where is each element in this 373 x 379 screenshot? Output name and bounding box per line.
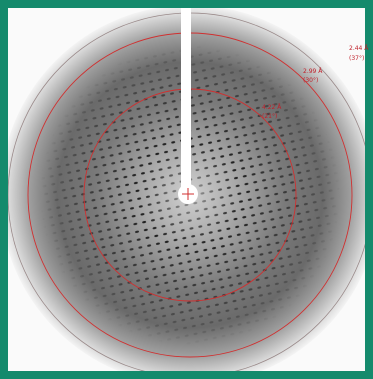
beamstop-arm — [181, 8, 191, 193]
ring-angle: (21°) — [262, 113, 277, 120]
ring-resolution: 2.99 Å — [303, 68, 323, 75]
diffraction-image: 2.44 Å (37°) 2.99 Å (30°) 4.22 Å (21°) — [0, 0, 373, 379]
ring-angle: (30°) — [303, 77, 318, 84]
page: {"rings": [ {"resolution": "2.44 Å", "an… — [0, 0, 373, 379]
ring-resolution: 2.44 Å — [349, 45, 369, 52]
ring-resolution: 4.22 Å — [262, 104, 282, 111]
ring-angle: (37°) — [349, 55, 364, 62]
